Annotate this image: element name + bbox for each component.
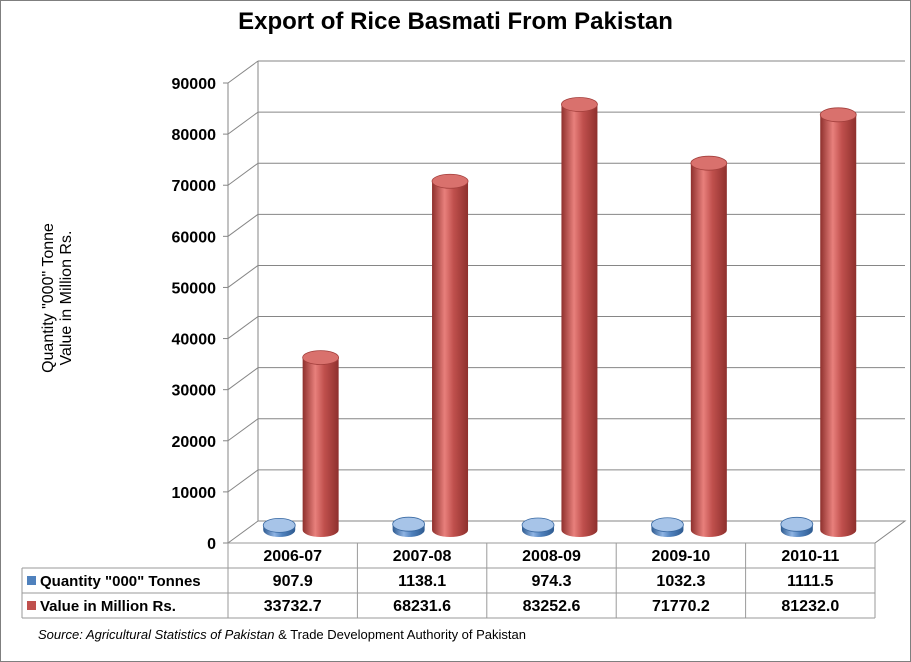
bar-body	[820, 114, 857, 538]
bar-top	[780, 516, 814, 532]
bar-quantity	[262, 517, 296, 537]
bar-body	[561, 104, 598, 538]
data-table-value: 1111.5	[787, 573, 833, 590]
bar-top	[302, 350, 340, 365]
bar-value	[690, 155, 728, 537]
y-tick-label: 10000	[172, 485, 217, 502]
data-table-value: 81232.0	[781, 598, 839, 615]
x-category-label: 2009-10	[652, 548, 711, 565]
y-tick-label: 20000	[172, 434, 217, 451]
bar-value	[302, 350, 340, 537]
gridline-side	[227, 316, 259, 339]
data-table-value: 83252.6	[523, 598, 581, 615]
source-part-2: Trade Development Authority of Pakistan	[290, 627, 526, 642]
bar-top	[561, 97, 598, 112]
bar-top	[690, 155, 728, 171]
data-table-value: 1032.3	[656, 573, 705, 590]
bar-top	[651, 517, 684, 533]
gridline-side	[227, 469, 259, 493]
gridline-side	[227, 213, 259, 237]
source-part-1: Agricultural Statistics of Pakistan	[85, 627, 275, 642]
data-table-value: 974.3	[531, 573, 571, 590]
bar-value	[431, 173, 469, 537]
data-table-value: 33732.7	[264, 598, 322, 615]
legend-swatch	[27, 601, 36, 610]
y-tick-label: 90000	[172, 76, 217, 93]
y-tick-label: 50000	[172, 280, 217, 297]
data-table-value: 1138.1	[398, 573, 446, 590]
bar-body	[432, 181, 469, 537]
gridline-side	[227, 60, 259, 84]
source-amp: &	[274, 627, 291, 642]
x-category-label: 2007-08	[393, 548, 452, 565]
y-tick-label: 40000	[172, 332, 217, 349]
x-category-label: 2010-11	[781, 548, 839, 565]
gridline-side	[227, 111, 259, 135]
gridline-side	[227, 367, 259, 391]
legend-entry: Quantity "000" Tonnes	[40, 573, 201, 590]
data-table-value: 71770.2	[652, 598, 710, 615]
bar-quantity	[392, 516, 426, 537]
y-tick-label: 0	[207, 536, 216, 553]
bar-top	[431, 173, 469, 189]
bar-quantity	[651, 517, 684, 537]
y-tick-label: 30000	[172, 383, 217, 400]
gridline-side	[227, 418, 259, 442]
x-category-label: 2008-09	[522, 548, 581, 565]
legend-swatch	[27, 576, 36, 585]
data-table-value: 68231.6	[393, 598, 451, 615]
bar-top	[819, 107, 857, 123]
y-tick-label: 70000	[172, 178, 217, 195]
legend-entry: Value in Million Rs.	[40, 598, 176, 615]
gridline-side	[227, 162, 259, 186]
data-table-value: 907.9	[273, 573, 313, 590]
bar-body	[302, 357, 339, 537]
bar-body	[690, 163, 727, 537]
x-category-label: 2006-07	[263, 548, 322, 565]
bar-top	[521, 517, 555, 533]
y-tick-label: 80000	[172, 127, 217, 144]
source-note: Source: Agricultural Statistics of Pakis…	[38, 627, 526, 642]
chart-title: Export of Rice Basmati From Pakistan	[238, 8, 673, 35]
bar-value	[819, 107, 857, 538]
bar-top	[262, 517, 296, 533]
bar-top	[392, 516, 426, 532]
bar-quantity	[780, 516, 814, 537]
bar-quantity	[521, 517, 555, 537]
bar-value	[561, 97, 598, 538]
y-tick-label: 60000	[172, 229, 217, 246]
gridline-side	[227, 265, 259, 288]
source-prefix: Source:	[38, 627, 86, 642]
